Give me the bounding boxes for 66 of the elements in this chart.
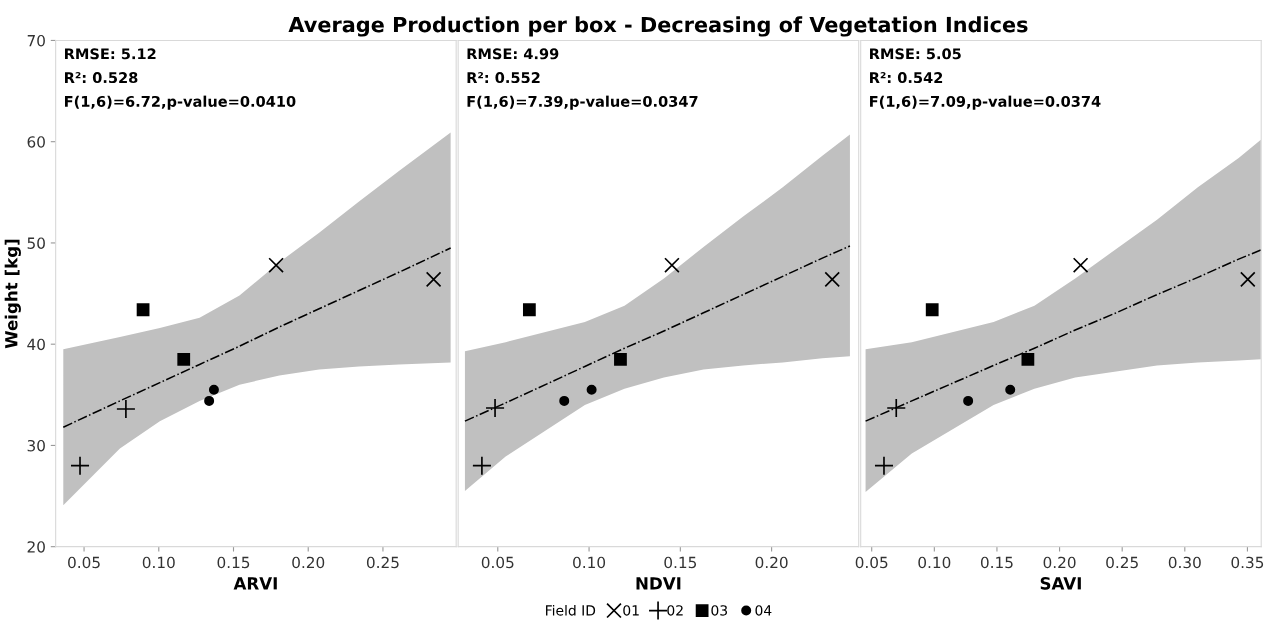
legend-label: 03 xyxy=(711,605,728,616)
y-axis-title: Weight [kg] xyxy=(4,239,21,349)
x-tick-label: 0.25 xyxy=(366,556,399,569)
x-axis-title: ARVI xyxy=(233,577,277,590)
y-tick-label: 70 xyxy=(27,34,45,47)
annotation: RMSE: 5.12 xyxy=(65,48,156,60)
point xyxy=(874,455,894,476)
point xyxy=(208,384,219,395)
point xyxy=(1072,257,1089,273)
point xyxy=(886,398,907,418)
annotation: R²: 0.542 xyxy=(870,72,943,84)
x-axis-title: SAVI xyxy=(1040,577,1081,590)
y-tick-label: 50 xyxy=(27,237,45,249)
point xyxy=(1240,271,1256,288)
y-tick-label: 40 xyxy=(27,338,45,351)
annotation: F(1,6)=7.09,p-value=0.0374 xyxy=(870,95,1101,110)
legend-label: 01 xyxy=(623,605,639,616)
x-tick-label: 0.05 xyxy=(855,556,888,569)
x-tick-label: 0.20 xyxy=(292,556,325,569)
point xyxy=(485,398,505,418)
x-tick-label: 0.15 xyxy=(980,556,1013,569)
x-tick-label: 0.10 xyxy=(918,556,951,569)
point xyxy=(522,303,536,317)
point xyxy=(177,352,191,366)
x-tick-label: 0.05 xyxy=(68,556,100,569)
x-tick-label: 0.15 xyxy=(217,556,250,569)
point xyxy=(963,395,974,406)
point xyxy=(586,384,597,395)
legend-title: Field ID xyxy=(546,604,596,616)
point xyxy=(1021,352,1035,366)
line-series xyxy=(62,247,452,428)
y-tick-label: 30 xyxy=(27,439,45,452)
point xyxy=(614,352,627,366)
x-tick-label: 0.10 xyxy=(573,556,606,569)
point xyxy=(559,395,570,406)
legend-label: 04 xyxy=(755,605,772,616)
point xyxy=(925,303,939,317)
point xyxy=(824,271,840,288)
x-tick-label: 0.20 xyxy=(755,556,788,569)
x-tick-label: 0.35 xyxy=(1231,556,1264,569)
chart-title: Average Production per box - Decreasing of Vegetation Indices xyxy=(288,16,1028,37)
y-tick-label: 60 xyxy=(27,136,45,148)
point xyxy=(425,271,442,288)
point xyxy=(472,455,492,476)
x-axis-title: NDVI xyxy=(636,577,681,590)
point xyxy=(70,455,90,476)
point xyxy=(664,257,680,273)
point xyxy=(116,399,136,419)
y-tick-label: 20 xyxy=(27,541,45,553)
x-tick-label: 0.05 xyxy=(481,556,514,569)
point xyxy=(136,303,150,317)
point xyxy=(1005,384,1016,395)
x-tick-label: 0.20 xyxy=(1043,556,1076,569)
x-tick-label: 0.30 xyxy=(1168,556,1201,569)
x-tick-label: 0.10 xyxy=(142,556,175,569)
annotation: RMSE: 4.99 xyxy=(467,48,559,60)
annotation: RMSE: 5.05 xyxy=(870,48,961,60)
annotation: R²: 0.552 xyxy=(467,72,540,84)
x-tick-label: 0.15 xyxy=(664,556,697,569)
annotation: R²: 0.528 xyxy=(65,72,138,84)
legend-label: 02 xyxy=(667,605,683,616)
x-tick-label: 0.25 xyxy=(1106,556,1138,569)
point xyxy=(268,257,284,273)
annotation: F(1,6)=7.39,p-value=0.0347 xyxy=(467,95,698,110)
point xyxy=(204,395,215,406)
annotation: F(1,6)=6.72,p-value=0.0410 xyxy=(65,95,296,110)
